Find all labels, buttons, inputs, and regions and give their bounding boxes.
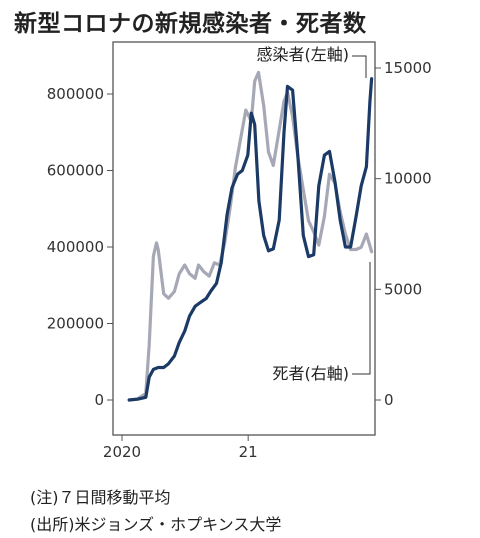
left-tick-label: 400000	[47, 238, 104, 256]
left-tick-label: 200000	[47, 315, 104, 333]
right-tick-label: 15000	[384, 59, 432, 77]
right-axis-ticks: 0 5000 10000 15000	[375, 59, 432, 409]
right-tick-label: 10000	[384, 170, 432, 188]
plot-frame	[112, 41, 376, 436]
note-source: (出所)米ジョンズ・ホプキンス大学	[30, 515, 282, 534]
callout-leader-deaths	[352, 262, 371, 375]
series-line-infections	[127, 77, 374, 402]
chart-title: 新型コロナの新規感染者・死者数	[14, 11, 367, 37]
x-tick-label: 2020	[103, 443, 141, 461]
x-axis-ticks: 2020 21	[103, 435, 258, 461]
note-moving-average: (注)７日間移動平均	[30, 488, 171, 507]
left-tick-label: 0	[94, 391, 104, 409]
series-label-infections: 感染者(左軸)	[257, 45, 350, 64]
series-label-deaths: 死者(右軸)	[273, 364, 350, 383]
left-axis-ticks: 0 200000 400000 600000 800000	[47, 85, 113, 409]
right-tick-label: 5000	[384, 280, 422, 298]
left-tick-label: 600000	[47, 162, 104, 180]
series-layer	[127, 70, 374, 402]
right-tick-label: 0	[384, 391, 394, 409]
x-tick-label: 21	[239, 443, 258, 461]
left-tick-label: 800000	[47, 85, 104, 103]
callout-leader-infections	[352, 55, 367, 78]
